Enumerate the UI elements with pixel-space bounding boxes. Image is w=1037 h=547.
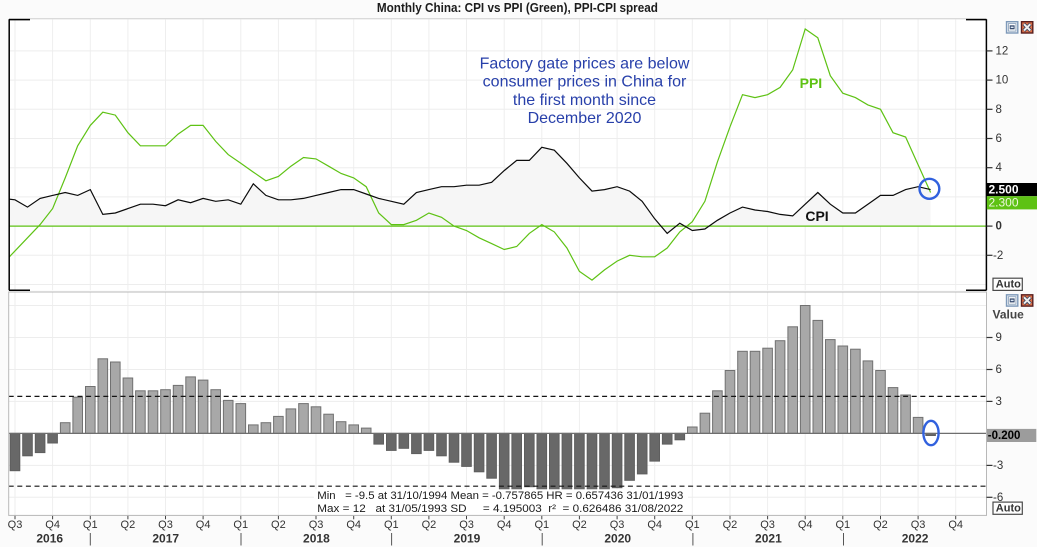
svg-text:2020: 2020 — [604, 532, 631, 546]
svg-text:PPI: PPI — [800, 75, 823, 91]
svg-text:Q3: Q3 — [610, 519, 625, 531]
svg-text:4: 4 — [996, 162, 1003, 174]
svg-text:Monthly China: CPI vs PPI (Gre: Monthly China: CPI vs PPI (Green), PPI-C… — [377, 1, 658, 15]
svg-text:Q2: Q2 — [873, 519, 888, 531]
svg-text:0: 0 — [996, 221, 1002, 233]
svg-text:Q1: Q1 — [83, 519, 98, 531]
svg-text:Q2: Q2 — [271, 519, 286, 531]
svg-text:10: 10 — [996, 75, 1009, 87]
svg-text:Q3: Q3 — [309, 519, 324, 531]
svg-text:Q3: Q3 — [760, 519, 775, 531]
svg-text:Q3: Q3 — [911, 519, 926, 531]
svg-text:Q1: Q1 — [685, 519, 700, 531]
svg-text:2021: 2021 — [755, 532, 782, 546]
svg-text:Q3: Q3 — [158, 519, 173, 531]
svg-text:6: 6 — [996, 133, 1002, 145]
svg-text:Q4: Q4 — [948, 519, 963, 531]
svg-text:Value: Value — [993, 307, 1025, 321]
svg-text:3: 3 — [996, 396, 1002, 408]
svg-text:8: 8 — [996, 104, 1002, 116]
svg-text:Q4: Q4 — [647, 519, 662, 531]
svg-text:December 2020: December 2020 — [528, 110, 642, 127]
svg-text:9: 9 — [996, 332, 1002, 344]
svg-text:Q4: Q4 — [45, 519, 60, 531]
svg-text:Q2: Q2 — [572, 519, 587, 531]
svg-text:the first month since: the first month since — [513, 92, 656, 109]
svg-text:Q1: Q1 — [233, 519, 248, 531]
svg-text:Q1: Q1 — [534, 519, 549, 531]
svg-text:Auto: Auto — [996, 503, 1021, 515]
svg-text:Q4: Q4 — [196, 519, 211, 531]
svg-text:Q3: Q3 — [8, 519, 23, 531]
svg-text:Min = -9.5 at 31/10/1994 Mea: Min = -9.5 at 31/10/1994 Mean = -0.75786… — [317, 490, 683, 502]
svg-text:Q2: Q2 — [121, 519, 136, 531]
svg-text:Q1: Q1 — [835, 519, 850, 531]
svg-text:Factory gate prices are below: Factory gate prices are below — [480, 56, 690, 73]
svg-text:2017: 2017 — [152, 532, 179, 546]
svg-text:2016: 2016 — [36, 532, 63, 546]
svg-text:-3: -3 — [993, 460, 1003, 472]
svg-text:Q1: Q1 — [384, 519, 399, 531]
svg-text:2.500: 2.500 — [989, 182, 1019, 196]
svg-text:-2: -2 — [993, 250, 1003, 262]
svg-text:Q2: Q2 — [422, 519, 437, 531]
svg-text:-6: -6 — [993, 492, 1003, 504]
svg-text:2.300: 2.300 — [989, 196, 1019, 210]
svg-text:Q3: Q3 — [459, 519, 474, 531]
svg-text:Q4: Q4 — [346, 519, 361, 531]
svg-text:consumer prices in China for: consumer prices in China for — [483, 74, 687, 91]
svg-text:Q4: Q4 — [798, 519, 813, 531]
svg-text:CPI: CPI — [805, 208, 828, 224]
svg-text:Auto: Auto — [996, 279, 1021, 291]
svg-text:Q4: Q4 — [497, 519, 512, 531]
svg-text:2019: 2019 — [454, 532, 481, 546]
svg-text:-0.200: -0.200 — [988, 430, 1021, 442]
svg-text:Max = 12 at 31/05/1993 SD: Max = 12 at 31/05/1993 SD = 4.195003 r² … — [317, 503, 683, 515]
svg-text:2022: 2022 — [902, 532, 929, 546]
svg-text:2018: 2018 — [303, 532, 330, 546]
svg-text:Q2: Q2 — [723, 519, 738, 531]
svg-text:6: 6 — [996, 364, 1002, 376]
svg-text:12: 12 — [996, 45, 1009, 57]
